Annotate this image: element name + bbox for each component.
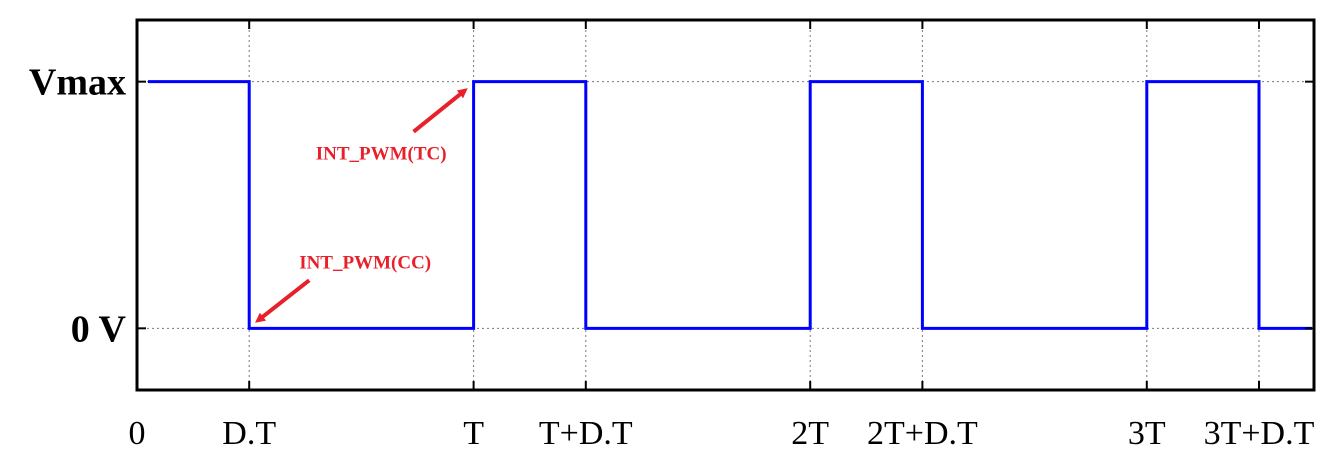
series-line-0 [148,80,1312,330]
x-tick-label: D.T [222,415,276,452]
annotation-arrow-tc [412,88,468,134]
x-tick-label: T [463,415,484,452]
x-tick-label: T+D.T [539,415,633,452]
grid [137,20,1314,390]
series-layer [148,80,1312,330]
annotation-label-tc: INT_PWM(TC) [316,144,447,165]
tick-marks [137,20,1314,390]
annotations: INT_PWM(TC) INT_PWM(CC) [255,88,468,323]
y-tick-label: 0 V [71,308,127,350]
x-tick-label: 0 [129,415,146,452]
annotation-arrow-cc [255,278,311,323]
y-tick-label: Vmax [29,62,126,104]
plot-frame [135,18,1316,392]
annotation-label-cc: INT_PWM(CC) [299,252,431,273]
x-tick-label: 2T+D.T [867,415,978,452]
axis-labels: 0 D.T T T+D.T 2T 2T+D.T 3T 3T+D.T 0 V Vmax [29,62,1315,452]
x-tick-label: 3T [1128,415,1166,452]
x-tick-label: 3T+D.T [1204,415,1315,452]
x-tick-label: 2T [791,415,829,452]
